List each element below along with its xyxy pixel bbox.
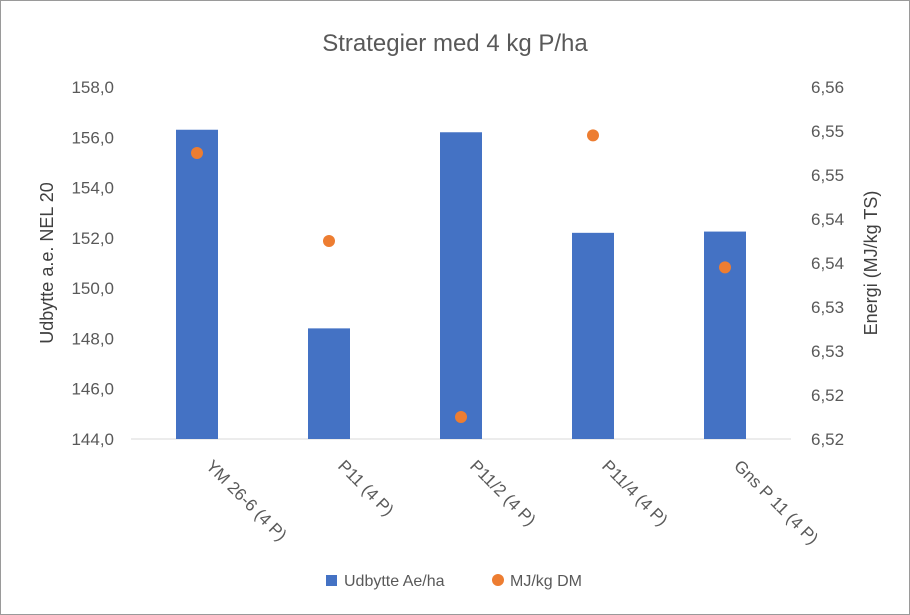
category-label: P11/4 (4 P) [598, 456, 671, 529]
bar-series [176, 129, 746, 439]
legend: Udbytte Ae/ha MJ/kg DM [326, 573, 582, 590]
left-tick-label: 156,0 [71, 128, 114, 147]
legend-label-energi: MJ/kg DM [510, 573, 582, 590]
legend-swatch-energi [492, 574, 504, 586]
point-energi [719, 261, 731, 274]
left-tick-label: 144,0 [71, 430, 114, 449]
right-tick-label: 6,53 [811, 298, 844, 317]
right-tick-label: 6,55 [811, 122, 844, 141]
category-label: YM 26-6 (4 P) [202, 456, 290, 544]
legend-swatch-udbytte [326, 575, 337, 586]
point-energi [587, 129, 599, 142]
bar-udbytte [440, 132, 482, 439]
point-energi [191, 147, 203, 159]
legend-label-udbytte: Udbytte Ae/ha [344, 573, 445, 590]
right-tick-label: 6,56 [811, 78, 844, 97]
left-tick-label: 152,0 [71, 229, 114, 248]
right-tick-label: 6,53 [811, 342, 844, 361]
left-tick-label: 146,0 [71, 380, 114, 399]
point-energi [323, 235, 335, 247]
bar-udbytte [308, 328, 350, 439]
category-labels: YM 26-6 (4 P) P11 (4 P) P11/2 (4 P) P11/4 (… [202, 456, 822, 548]
right-axis-title: Energi (MJ/kg TS) [861, 191, 881, 336]
right-tick-label: 6,54 [811, 254, 844, 273]
category-label: P11 (4 P) [334, 456, 397, 519]
bar-udbytte [176, 129, 218, 439]
left-tick-label: 148,0 [71, 329, 114, 348]
left-tick-label: 150,0 [71, 279, 114, 298]
category-label: P11/2 (4 P) [466, 456, 539, 529]
right-tick-label: 6,55 [811, 166, 844, 185]
right-tick-label: 6,52 [811, 386, 844, 405]
left-tick-label: 158,0 [71, 78, 114, 97]
left-axis-title: Udbytte a.e. NEL 20 [37, 182, 57, 343]
chart-title: Strategier med 4 kg P/ha [322, 30, 588, 57]
left-axis-ticks: 144,0 146,0 148,0 150,0 152,0 154,0 156,0 158,0 [71, 78, 114, 449]
bar-udbytte [572, 232, 614, 439]
category-label: Gns P 11 (4 P) [730, 456, 822, 548]
point-energi [455, 411, 467, 423]
point-series [191, 129, 731, 423]
right-tick-label: 6,52 [811, 430, 844, 449]
left-tick-label: 154,0 [71, 179, 114, 198]
right-tick-label: 6,54 [811, 210, 844, 229]
right-axis-ticks: 6,52 6,52 6,53 6,53 6,54 6,54 6,55 6,55 6,56 [811, 78, 844, 449]
